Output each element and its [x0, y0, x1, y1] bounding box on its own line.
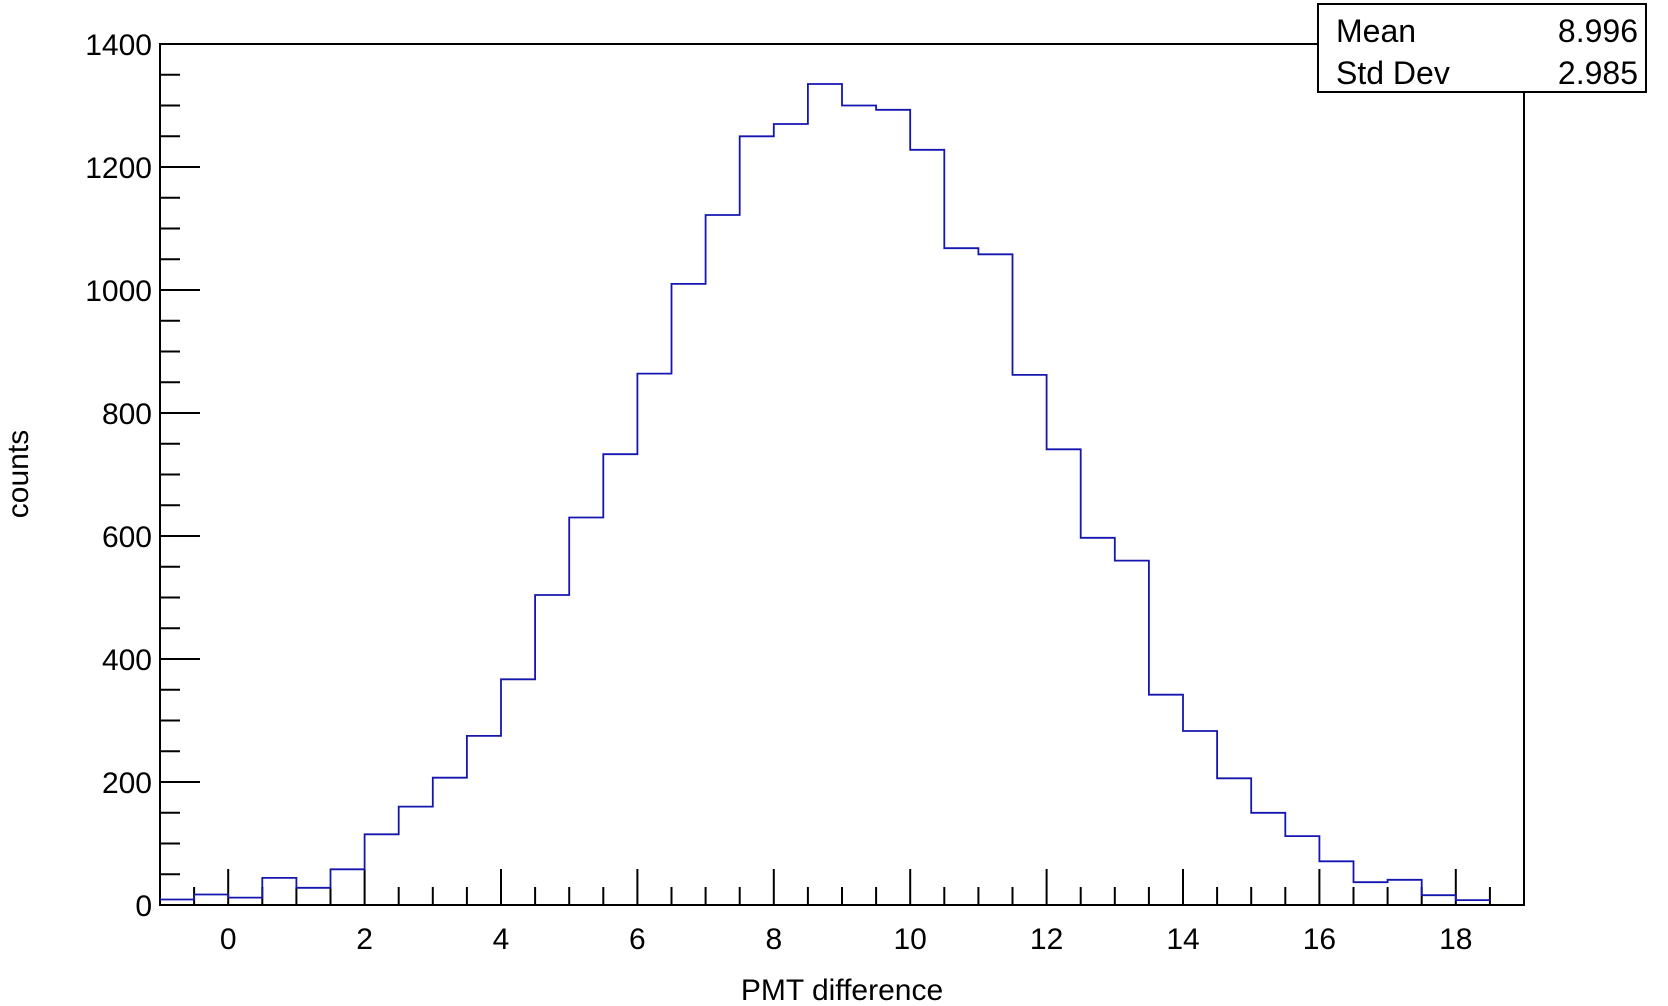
histogram-bin — [808, 84, 842, 905]
x-tick-label: 12 — [1030, 923, 1063, 956]
histogram-bin — [1456, 900, 1490, 905]
y-tick-label: 800 — [102, 398, 152, 431]
y-tick-label: 1400 — [85, 29, 152, 62]
histogram-bin — [672, 284, 706, 905]
y-tick-label: 200 — [102, 767, 152, 800]
y-tick-label: 1200 — [85, 152, 152, 185]
histogram-bin — [1013, 375, 1047, 905]
histogram-bin — [978, 254, 1012, 905]
x-tick-label: 4 — [493, 923, 510, 956]
histogram-bin — [876, 110, 910, 905]
x-tick-label: 0 — [220, 923, 237, 956]
histogram-series — [160, 83, 1490, 901]
histogram-bin — [228, 898, 262, 905]
histogram-bins — [160, 84, 1490, 905]
x-tick-label: 6 — [629, 923, 646, 956]
histogram-bin — [1388, 880, 1422, 905]
stats-box: Mean 8.996 Std Dev 2.985 — [1317, 3, 1647, 93]
stats-mean-label: Mean — [1336, 13, 1416, 49]
histogram-bin — [706, 215, 740, 905]
histogram-bin — [1115, 561, 1149, 905]
histogram-bin — [1354, 882, 1388, 905]
histogram-bin — [399, 807, 433, 905]
histogram-bin — [1319, 861, 1353, 905]
histogram-bin — [467, 736, 501, 905]
histogram-bin — [501, 679, 535, 905]
stats-stddev-label: Std Dev — [1336, 55, 1450, 91]
axis-ticks — [159, 43, 1525, 906]
histogram-bin — [194, 895, 228, 905]
histogram-bin — [910, 150, 944, 905]
y-tick-label: 600 — [102, 521, 152, 554]
histogram-bin — [160, 899, 194, 905]
x-tick-label: 10 — [894, 923, 927, 956]
histogram-bin — [1217, 778, 1251, 905]
y-axis-title: counts — [2, 430, 35, 518]
stats-mean-value: 8.996 — [1558, 13, 1638, 49]
axis-tick-labels: 0 2 4 6 8 10 12 14 16 18 0 200 400 600 800 1000 1200 1400 — [85, 29, 1472, 956]
histogram-bin — [331, 869, 365, 905]
histogram-bin — [1251, 813, 1285, 905]
y-tick-label: 1000 — [85, 275, 152, 308]
x-axis-title: PMT difference — [741, 974, 943, 1006]
histogram-bin — [1081, 538, 1115, 905]
y-tick-label: 400 — [102, 644, 152, 677]
histogram-bin — [433, 778, 467, 905]
x-tick-label: 2 — [356, 923, 373, 956]
histogram-bin — [637, 374, 671, 905]
histogram-bin — [1183, 731, 1217, 905]
x-tick-label: 14 — [1166, 923, 1199, 956]
x-tick-label: 8 — [765, 923, 782, 956]
x-tick-label: 16 — [1303, 923, 1336, 956]
histogram-bin — [842, 106, 876, 906]
histogram-bin — [1149, 695, 1183, 905]
histogram-bin — [603, 454, 637, 905]
histogram-bin — [1285, 836, 1319, 905]
histogram-bin — [535, 595, 569, 905]
stats-stddev-value: 2.985 — [1558, 55, 1638, 91]
histogram-bin — [740, 136, 774, 905]
y-tick-label: 0 — [135, 890, 152, 923]
histogram-bin — [365, 834, 399, 905]
histogram-bin — [1422, 895, 1456, 905]
histogram-bin — [569, 518, 603, 905]
x-tick-label: 18 — [1439, 923, 1472, 956]
histogram-bin — [1047, 449, 1081, 905]
stats-box-frame — [1317, 3, 1647, 93]
histogram-bin — [262, 878, 296, 905]
histogram-bin — [296, 888, 330, 905]
histogram-bin — [774, 124, 808, 905]
histogram-bin — [944, 248, 978, 905]
